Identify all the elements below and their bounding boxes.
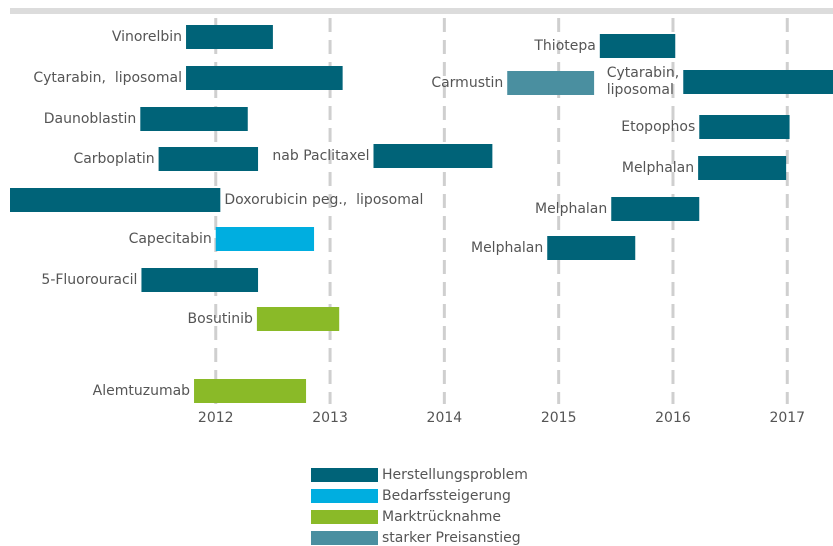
bar — [186, 66, 343, 90]
bar — [683, 70, 833, 94]
x-tick-label: 2014 — [427, 410, 463, 426]
bar — [611, 197, 700, 221]
legend-swatch — [311, 489, 378, 503]
bar — [699, 115, 790, 139]
legend-swatch — [311, 531, 378, 545]
bar-label: Carboplatin — [73, 150, 155, 167]
bar-label: Daunoblastin — [43, 110, 137, 127]
bar — [141, 268, 259, 292]
bar-label: Alemtuzumab — [92, 382, 191, 399]
bar — [140, 107, 248, 131]
bar-label: Melphalan — [534, 200, 608, 217]
bar-label: Doxorubicin peg., liposomal — [224, 191, 424, 208]
bar-label: Etopophos — [621, 118, 696, 135]
x-tick-label: 2016 — [655, 410, 691, 426]
bar-label: Bosutinib — [187, 310, 253, 327]
bar — [215, 227, 315, 251]
bar-label: Capecitabin — [128, 230, 212, 247]
x-tick-label: 2012 — [198, 410, 234, 426]
bar — [698, 156, 787, 180]
x-tick-label: 2015 — [541, 410, 577, 426]
bar — [158, 147, 259, 171]
bar-label: nab Paclitaxel — [272, 147, 370, 164]
bar-label: Cytarabin, liposomal — [606, 65, 680, 98]
bar-label: Melphalan — [621, 159, 695, 176]
bar — [373, 144, 493, 168]
bar-label: Carmustin — [431, 74, 504, 91]
bar — [10, 188, 221, 212]
bar-label: Cytarabin, liposomal — [33, 69, 183, 86]
x-tick-label: 2017 — [769, 410, 805, 426]
legend-label: Bedarfssteigerung — [382, 488, 511, 504]
bar-label: Vinorelbin — [111, 28, 183, 45]
bar — [256, 307, 340, 331]
top-rule — [10, 8, 833, 14]
bar — [507, 71, 595, 95]
legend-label: Herstellungsproblem — [382, 467, 528, 483]
legend-label: starker Preisanstieg — [382, 530, 521, 546]
legend-swatch — [311, 510, 378, 524]
bar — [547, 236, 636, 260]
bar-label: Thiotepa — [534, 37, 596, 54]
legend-label: Marktrücknahme — [382, 509, 501, 525]
bar-label: 5-Fluorouracil — [41, 271, 138, 288]
legend-swatch — [311, 468, 378, 482]
bar — [194, 379, 307, 403]
bar — [186, 25, 273, 49]
bar-label: Melphalan — [470, 239, 544, 256]
bar — [599, 34, 676, 58]
x-tick-label: 2013 — [312, 410, 348, 426]
